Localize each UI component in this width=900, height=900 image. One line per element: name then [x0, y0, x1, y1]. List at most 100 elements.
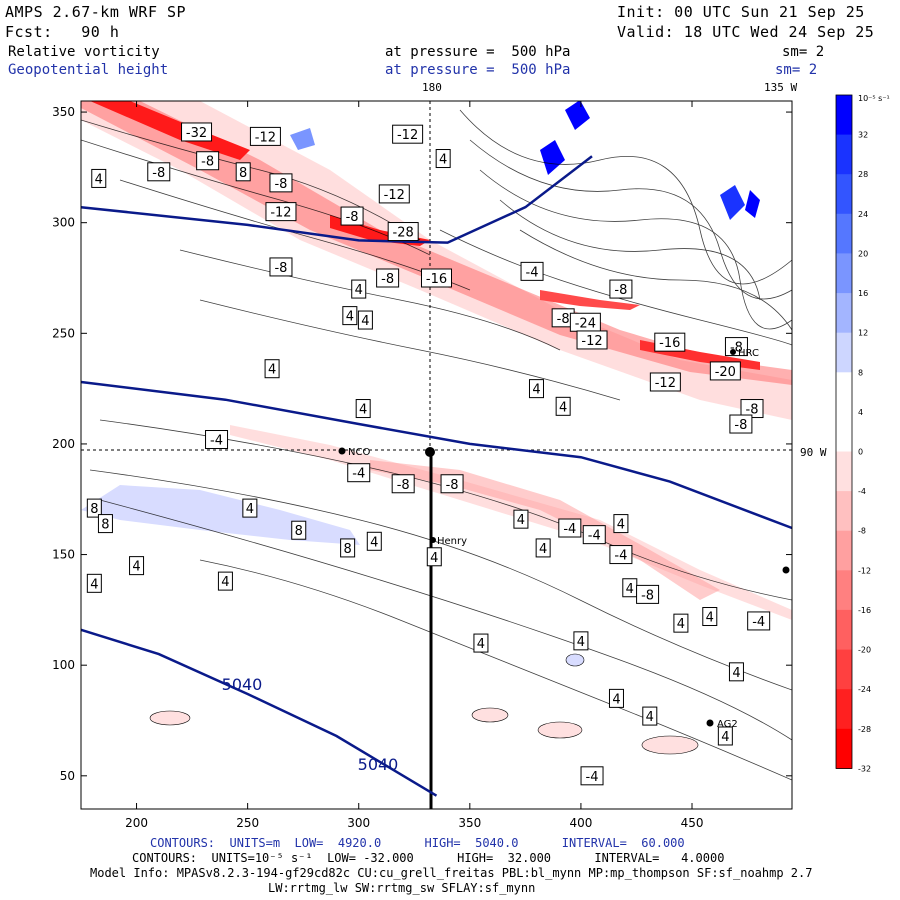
colorbar-tick-label: -24 [858, 685, 871, 694]
colorbar-tick-label: 16 [858, 289, 868, 298]
vorticity-label-text: -8 [274, 177, 287, 192]
y-tick-label: 350 [52, 105, 75, 119]
vorticity-label-text: -16 [426, 272, 447, 287]
colorbar-tick-label: 0 [858, 448, 863, 457]
y-tick-label: 300 [52, 216, 75, 230]
footer-model-info2: LW:rrtmg_lw SW:rrtmg_sw SFLAY:sf_mynn [268, 881, 536, 895]
vorticity-label-box [351, 279, 367, 299]
vorticity-label-box [421, 268, 452, 288]
vorticity-label-text: 4 [370, 535, 378, 550]
axis-ticks: 200 250 300 350 400 450 50 100 150 200 250 300 350 [52, 101, 792, 830]
vorticity-label-text: 4 [559, 400, 567, 415]
vorticity-label-box [702, 607, 718, 627]
pressure2-label: at pressure = 500 hPa [385, 62, 571, 78]
colorbar-tick-label: -12 [858, 566, 871, 575]
x-tick-label: 400 [569, 816, 592, 830]
vorticity-label-text: 4 [346, 310, 354, 325]
vorticity-label-box [426, 547, 442, 567]
vorticity-label-text: 4 [477, 637, 485, 652]
colorbar-swatch [836, 570, 852, 611]
lon-180-label: 180 [422, 81, 442, 94]
vorticity-labels: -32 -12 -124-88-8-8-12-12 -8-28-8-8 -16 -4-8-… [86, 122, 771, 786]
station-hrc-label: HRC [738, 348, 759, 359]
vorticity-label-text: -8 [746, 403, 759, 418]
vorticity-label-text: 8 [239, 166, 247, 181]
station-henry-marker [430, 537, 436, 543]
vorticity-label-box [392, 124, 424, 144]
colorbar-swatch [836, 95, 852, 136]
vorticity-label-box [608, 688, 624, 708]
vorticity-label-box [520, 261, 544, 281]
lon-90w-label: 90 W [800, 446, 827, 459]
colorbar-tick-label: 28 [858, 170, 868, 179]
station-ag2-marker [706, 719, 714, 727]
vorticity-label-text: 4 [677, 617, 685, 632]
vorticity-label-box [196, 151, 220, 171]
y-tick-label: 50 [60, 769, 75, 783]
colorbar: 32 28 24 20 16 12 8 4 0 -4 -8 -12 -16 -20 -24 -28 -32 [835, 94, 871, 773]
x-tick-label: 350 [458, 816, 481, 830]
vorticity-label-box [573, 631, 589, 651]
y-tick-label: 200 [52, 437, 75, 451]
field2-label: Geopotential height [8, 62, 169, 78]
colorbar-tick-label: 4 [858, 408, 863, 417]
pressure1-label: at pressure = 500 hPa [385, 44, 571, 60]
vorticity-label-text: -12 [397, 128, 418, 143]
vorticity-label-text: 8 [343, 542, 351, 557]
colorbar-tick-label: 8 [858, 368, 863, 377]
vorticity-label-text: 8 [295, 524, 303, 539]
vorticity-label-box [558, 518, 582, 538]
footer-contours-vort: CONTOURS: UNITS=10⁻⁵ s⁻¹ LOW= -32.000 HI… [132, 851, 725, 865]
vorticity-label-text: -4 [752, 615, 765, 630]
vorticity-label-text: -8 [734, 418, 747, 433]
vorticity-label-box [609, 545, 633, 565]
vorticity-label-text: -8 [274, 261, 287, 276]
vorticity-label-text: 4 [732, 666, 740, 681]
colorbar-tick-label: -32 [858, 764, 871, 773]
vorticity-label-text: -4 [210, 434, 223, 449]
colorbar-swatch [836, 293, 852, 334]
colorbar-swatch [836, 649, 852, 690]
valid-time: Valid: 18 UTC Wed 24 Sep 25 [617, 23, 875, 41]
sm2-label: sm= 2 [775, 62, 818, 78]
height-contour-label: 5040 [358, 755, 399, 774]
footer-model-info: Model Info: MPASv8.2.3-194-gf29cd82c CU:… [90, 866, 813, 880]
vorticity-label-box [86, 573, 102, 593]
vorticity-label-text: -8 [614, 283, 627, 298]
vorticity-label-box [582, 525, 606, 545]
vorticity-label-text: 4 [132, 560, 140, 575]
vorticity-label-text: -4 [586, 770, 599, 785]
vorticity-label-text: -8 [346, 210, 359, 225]
colorbar-tick-label: -20 [858, 646, 871, 655]
vorticity-label-text: 4 [706, 611, 714, 626]
vorticity-label-text: 4 [221, 575, 229, 590]
vorticity-label-box [717, 726, 733, 746]
vorticity-label-box [387, 222, 419, 242]
y-tick-label: 100 [52, 658, 75, 672]
vorticity-label-box [609, 279, 633, 299]
vorticity-label-text: -4 [526, 265, 539, 280]
vorticity-label-text: 4 [439, 153, 447, 168]
vorticity-label-box [391, 474, 415, 494]
vorticity-label-text: -4 [352, 467, 365, 482]
station-ag2-label: AG2 [717, 719, 738, 730]
vorticity-label-text: 4 [95, 172, 103, 187]
vorticity-label-text: -8 [381, 272, 394, 287]
vorticity-label-box [729, 414, 753, 434]
vorticity-label-text: -8 [201, 155, 214, 170]
vorticity-label-text: 4 [646, 710, 654, 725]
vorticity-label-box [347, 463, 371, 483]
colorbar-swatch [836, 689, 852, 730]
vorticity-label-box [728, 662, 744, 682]
y-tick-label: 150 [52, 548, 75, 562]
vorticity-label-text: -16 [659, 336, 680, 351]
station-nco-label: NCO [348, 447, 370, 458]
colorbar-tick-label: -4 [858, 487, 866, 496]
vorticity-label-text: -12 [270, 206, 291, 221]
vorticity-label-text: -8 [446, 478, 459, 493]
station-henry-label: Henry [437, 536, 467, 547]
colorbar-swatch [836, 134, 852, 175]
vorticity-label-box [613, 514, 629, 534]
vorticity-label-box [181, 122, 213, 142]
